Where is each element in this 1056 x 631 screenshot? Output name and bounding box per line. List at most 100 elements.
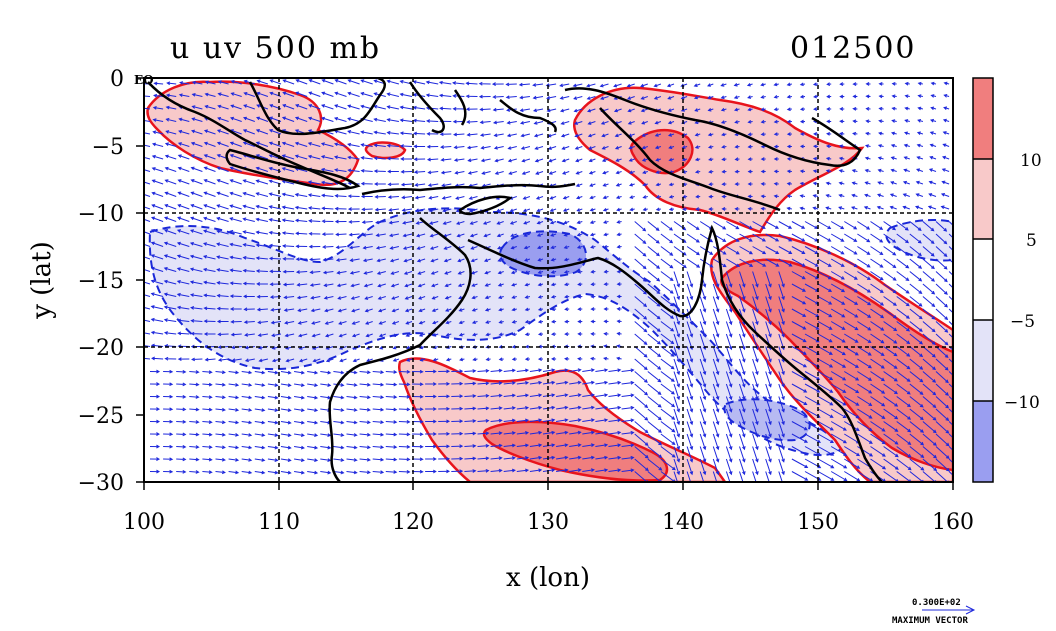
wind-vector (385, 407, 398, 412)
wind-vector (152, 106, 164, 110)
wind-vector (573, 121, 583, 125)
wind-vector (281, 205, 295, 210)
wind-vector (297, 333, 308, 338)
wind-vector (310, 308, 321, 313)
wind-vector (930, 106, 937, 111)
wind-vector (469, 233, 478, 238)
wind-vector (191, 80, 203, 85)
wind-vector (282, 79, 295, 85)
wind-vector (713, 221, 727, 230)
wind-vector (524, 320, 530, 324)
wind-vector (647, 246, 660, 257)
y-tick-labels: 0 −5 −10 −15 −20 −25 −30 (78, 67, 124, 496)
grid-lines (144, 78, 953, 482)
wind-vector (438, 456, 451, 461)
wind-vector (308, 104, 321, 110)
wind-vector (149, 444, 161, 449)
wind-vector (699, 433, 707, 451)
wind-vector (445, 333, 452, 337)
wind-vector (399, 92, 413, 97)
wind-vector (350, 283, 360, 288)
wind-vector (255, 204, 269, 210)
wind-vector (268, 192, 282, 197)
wind-vector (364, 308, 373, 313)
wind-vector (362, 258, 373, 263)
wind-vector (280, 420, 292, 425)
wind-vector (720, 95, 727, 100)
wind-vector (511, 295, 517, 299)
wind-vector (177, 204, 190, 210)
wind-vector (883, 321, 898, 332)
wind-vector (229, 242, 242, 247)
wind-vector (203, 179, 216, 185)
wind-vector (930, 94, 937, 98)
wind-vector (720, 120, 727, 124)
wind-vector (456, 233, 465, 238)
wind-vector (243, 116, 255, 122)
wind-vector (464, 444, 477, 448)
wind-vector (582, 393, 595, 397)
wind-vector (215, 420, 226, 425)
wind-vector (668, 145, 675, 150)
wind-vector (532, 95, 544, 100)
coast-new-guinea (564, 87, 862, 212)
wind-vector (655, 170, 662, 174)
wind-vector (190, 216, 203, 222)
wind-vector (883, 458, 899, 470)
wind-vector (398, 444, 411, 449)
wind-vector (333, 470, 345, 475)
wind-vector (660, 383, 675, 395)
wind-vector (189, 470, 200, 474)
wind-vector (551, 357, 557, 361)
wind-vector (506, 133, 517, 138)
wind-vector (778, 408, 785, 426)
wind-vector (403, 258, 413, 263)
wind-vector (660, 221, 674, 231)
wind-vector (647, 458, 663, 471)
wind-vector (739, 283, 746, 301)
wind-vector (243, 92, 255, 97)
wind-vector (398, 469, 411, 474)
wind-vector (852, 131, 858, 136)
wind-vector (647, 408, 662, 421)
y-tick-label: −15 (78, 269, 124, 294)
wind-vector (386, 92, 400, 97)
wind-vector (307, 470, 319, 475)
wind-vector (163, 229, 177, 235)
wind-vector (786, 94, 792, 99)
wind-vector (890, 181, 897, 185)
wind-vector (817, 321, 833, 330)
wind-vector (896, 396, 911, 408)
wind-vector (490, 468, 503, 473)
wind-vector (904, 106, 910, 111)
wind-vector (927, 205, 937, 210)
wind-vector (817, 446, 835, 456)
wind-vector (765, 358, 772, 376)
wind-vector (529, 368, 543, 373)
wind-vector (164, 166, 177, 172)
wind-vector (857, 221, 871, 230)
wind-vector (479, 120, 491, 125)
wind-vector (294, 433, 305, 437)
wind-vector (948, 233, 953, 239)
wind-vector (660, 446, 676, 458)
wind-vector (497, 295, 504, 299)
wind-vector (941, 168, 950, 172)
wind-vector (747, 194, 753, 199)
wind-vector (203, 204, 216, 210)
wind-vector (359, 457, 371, 462)
wind-vector (244, 332, 255, 337)
wind-vector (883, 283, 897, 294)
wind-vector (322, 270, 334, 275)
wind-vector (786, 82, 793, 87)
wind-vector (647, 221, 660, 231)
wind-vector (296, 295, 308, 300)
wind-vector (608, 443, 622, 448)
wind-vector (362, 233, 373, 237)
wind-vector (425, 407, 437, 411)
wind-vector (857, 433, 873, 444)
wind-vector (765, 283, 772, 301)
wind-vector (903, 168, 910, 173)
wind-vector (765, 371, 772, 388)
